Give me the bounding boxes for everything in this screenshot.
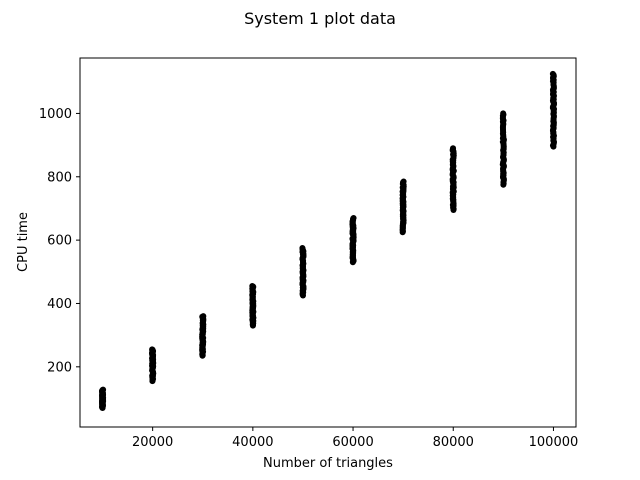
data-point (249, 283, 256, 290)
plot-frame (79, 57, 577, 428)
data-point (100, 386, 107, 393)
y-tick-label: 1000 (39, 107, 72, 122)
x-tick-label: 60000 (332, 435, 373, 450)
data-point (549, 70, 556, 77)
y-axis-ticks: 200 400 600 800 1000 (39, 107, 80, 375)
x-tick-label: 100000 (529, 435, 579, 450)
y-tick-label: 200 (47, 360, 72, 375)
data-point (400, 178, 407, 185)
y-tick-label: 600 (47, 234, 72, 249)
data-points (99, 70, 558, 411)
x-axis-label: Number of triangles (263, 456, 393, 471)
y-tick-label: 400 (47, 297, 72, 312)
data-point (350, 214, 357, 221)
data-point (450, 145, 457, 152)
y-axis-label: CPU time (16, 212, 31, 272)
x-tick-label: 80000 (433, 435, 474, 450)
data-point (299, 245, 306, 252)
x-tick-label: 40000 (232, 435, 273, 450)
x-tick-label: 20000 (132, 435, 173, 450)
y-tick-label: 800 (47, 170, 72, 185)
x-axis-ticks: 20000 40000 60000 80000 100000 (132, 427, 578, 450)
data-point (200, 313, 207, 320)
data-point (149, 346, 156, 353)
data-point (500, 110, 507, 117)
chart-title: System 1 plot data (244, 9, 396, 28)
